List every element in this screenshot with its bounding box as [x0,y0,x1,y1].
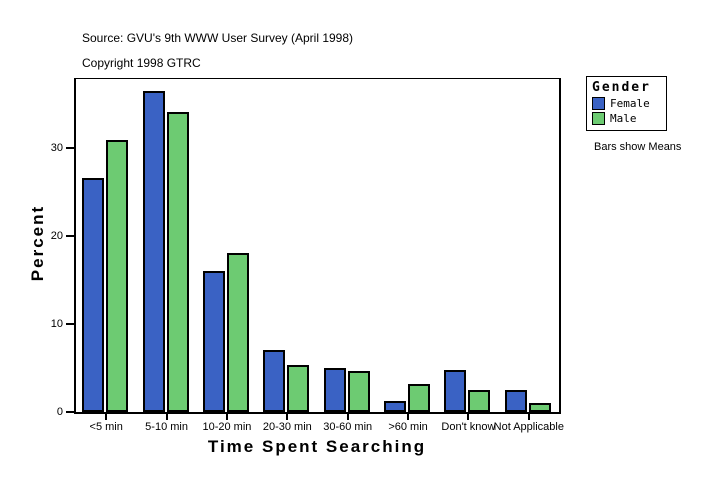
legend-item-male: Male [592,112,661,125]
bar-male-4 [287,365,310,412]
y-tick-label-0: 0 [56,406,63,418]
legend: Gender Female Male [586,76,667,131]
bar-male-7 [468,390,491,412]
x-tick-label-5: 30-60 min [323,421,373,433]
x-tick-5 [346,414,349,420]
bar-female-8 [504,390,527,412]
y-tick-label-30: 30 [50,142,63,155]
copyright-text: Copyright 1998 GTRC [82,56,201,70]
bar-male-2 [166,112,189,412]
x-tick-2 [165,414,168,420]
bar-male-6 [408,384,431,412]
x-tick-6 [407,414,410,420]
legend-item-label-female: Female [610,97,650,110]
x-tick-label-8: Not Applicable [493,421,564,433]
y-tick-20 [66,235,74,238]
x-tick-1 [105,414,108,420]
x-tick-3 [225,414,228,420]
bar-female-5 [323,368,346,412]
y-tick-0 [66,411,74,413]
bar-female-2 [142,91,165,412]
y-tick-label-20: 20 [50,230,63,243]
legend-item-label-male: Male [610,112,637,125]
bar-female-7 [444,370,467,412]
y-axis-title: Percent [28,204,47,282]
bar-male-5 [347,371,370,412]
bar-female-6 [384,401,407,412]
plot-area [74,78,561,414]
legend-items: Female Male [592,97,661,125]
legend-swatch-female-icon [592,97,605,110]
bar-male-8 [528,403,551,412]
bar-female-4 [263,350,286,412]
bar-female-3 [202,271,225,412]
x-tick-label-4: 20-30 min [262,421,312,433]
x-tick-label-6: >60 min [388,421,428,433]
legend-swatch-male-icon [592,112,605,125]
bar-male-3 [226,253,249,412]
y-tick-30 [66,147,74,150]
legend-item-female: Female [592,97,661,110]
x-tick-7 [467,414,470,420]
bar-male-1 [106,140,129,412]
source-text: Source: GVU's 9th WWW User Survey (April… [82,31,354,45]
y-tick-10 [66,323,74,326]
x-tick-label-3: 10-20 min [202,421,252,433]
legend-title: Gender [592,80,651,95]
x-tick-label-2: 5-10 min [145,421,188,433]
x-tick-8 [527,414,530,420]
x-tick-4 [286,414,289,420]
bar-female-1 [82,178,105,412]
x-axis-title: Time Spent Searching [207,437,427,456]
x-tick-label-1: <5 min [89,421,123,433]
legend-note: Bars show Means [594,141,682,153]
x-tick-label-7: Don't know [441,421,496,433]
y-tick-label-10: 10 [50,318,63,331]
